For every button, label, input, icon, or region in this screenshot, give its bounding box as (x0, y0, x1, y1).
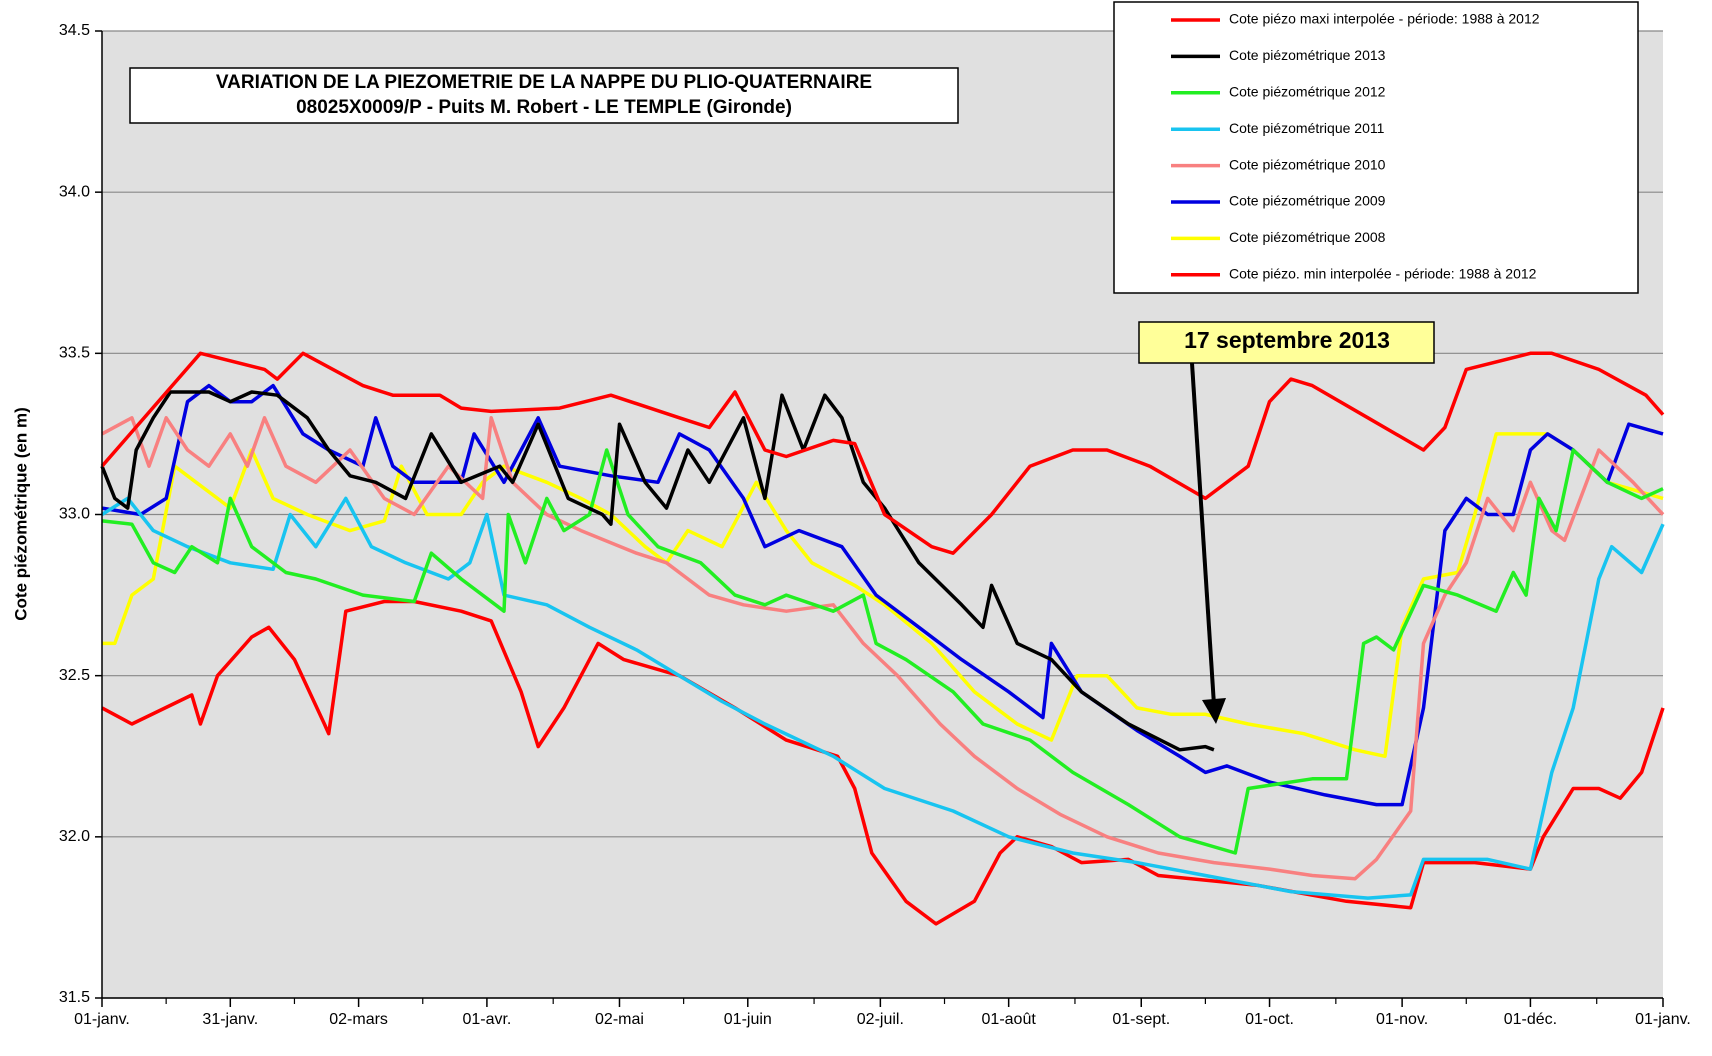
y-tick-label: 34.0 (59, 183, 90, 200)
legend-entries: Cote piézo maxi interpolée - période: 19… (1171, 11, 1540, 282)
y-tick-label: 32.5 (59, 667, 90, 684)
x-tick-label: 01-juin (724, 1011, 772, 1028)
legend-label: Cote piézométrique 2009 (1229, 193, 1386, 209)
series-line (101, 448, 1664, 855)
series-line (100, 390, 1215, 752)
y-tick-label: 32.0 (59, 828, 90, 845)
arrow-head (1202, 698, 1226, 724)
legend-label: Cote piézométrique 2010 (1229, 156, 1386, 172)
legend (1113, 1, 1639, 294)
x-tick-label: 01-août (982, 1011, 1037, 1028)
legend-label: Cote piézo maxi interpolée - période: 19… (1229, 11, 1540, 27)
series-line (101, 496, 1665, 900)
x-tick-label: 02-mars (329, 1011, 388, 1028)
x-tick-label: 01-janv. (74, 1011, 130, 1028)
chart-title: VARIATION DE LA PIEZOMETRIE DE LA NAPPE … (216, 72, 872, 93)
legend-label: Cote piézométrique 2008 (1229, 229, 1386, 245)
y-tick-label: 33.5 (59, 345, 90, 362)
y-tick-label: 34.5 (59, 22, 90, 39)
series-line (102, 432, 1664, 759)
legend-label: Cote piézo. min interpolée - période: 19… (1229, 266, 1537, 282)
series-line (101, 383, 1664, 807)
series-line (101, 416, 1665, 881)
x-tick-label: 01-nov. (1376, 1011, 1428, 1028)
y-axis-label: Cote piézométrique (en m) (11, 407, 30, 620)
x-tick-label: 02-juil. (857, 1011, 904, 1028)
annotation-box (1138, 321, 1435, 364)
y-tick-label: 33.0 (59, 506, 90, 523)
legend-label: Cote piézométrique 2012 (1229, 84, 1386, 100)
legend-label: Cote piézométrique 2013 (1229, 47, 1386, 63)
x-tick-label: 01-déc. (1504, 1011, 1557, 1028)
annotation: 17 septembre 2013 (1184, 327, 1390, 353)
annotation-arrow (1190, 362, 1216, 706)
x-tick-label: 02-mai (595, 1011, 644, 1028)
x-tick-label: 01-oct. (1245, 1011, 1294, 1028)
title-box (129, 67, 959, 124)
x-tick-label: 01-janv. (1635, 1011, 1691, 1028)
x-tick-label: 01-sept. (1112, 1011, 1170, 1028)
series-line (101, 599, 1665, 926)
lines (100, 351, 1665, 926)
x-tick-label: 31-janv. (202, 1011, 258, 1028)
y-tick-label: 31.5 (59, 989, 90, 1006)
series-line (100, 351, 1665, 555)
x-tick-label: 01-avr. (462, 1011, 511, 1028)
chart-subtitle: 08025X0009/P - Puits M. Robert - LE TEMP… (296, 97, 792, 118)
legend-label: Cote piézométrique 2011 (1229, 120, 1385, 136)
